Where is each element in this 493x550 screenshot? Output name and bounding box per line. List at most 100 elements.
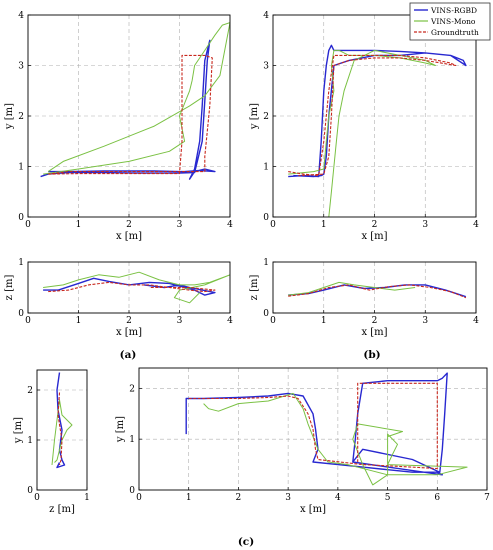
y-tick-label: 0 <box>18 309 24 319</box>
plot-c_xy: 0 1 2 3 4 5 6 7 0 1 2 x [m] y [m] <box>115 367 490 515</box>
x-tick-label: 3 <box>177 316 183 326</box>
x-tick-label: 0 <box>136 493 142 503</box>
legend-label-groundtruth: Groundtruth <box>431 28 479 37</box>
series-group <box>43 271 230 304</box>
y-tick-label: 1 <box>129 435 135 445</box>
x-tick-label: 0 <box>270 220 276 230</box>
y-tick-label: 0 <box>18 213 24 223</box>
x-tick-label: 2 <box>372 220 378 230</box>
y-axis-label: y [m] <box>13 417 24 444</box>
x-tick-label: 0 <box>34 493 40 503</box>
x-axis-label: x [m] <box>300 504 326 515</box>
x-axis-label: x [m] <box>361 231 387 242</box>
plot-a_xy: 0 1 2 3 4 0 1 2 3 4 x [m] y [m] <box>4 11 233 242</box>
x-tick-label: 2 <box>126 220 132 230</box>
y-tick-label: 0 <box>263 213 269 223</box>
x-axis-label: x [m] <box>116 327 142 338</box>
caption-b: (b) <box>363 349 380 361</box>
plot-panels: 0 1 2 3 4 0 1 2 3 4 x [m] y [m] 0 1 2 3 4 0 1 2 3 4 x [m] y [m]… <box>4 11 490 515</box>
y-tick-label: 4 <box>263 11 269 21</box>
x-tick-label: 3 <box>422 220 428 230</box>
series-line-groundtruth <box>48 54 213 175</box>
y-tick-label: 0 <box>129 486 135 496</box>
plot-frame <box>138 367 488 491</box>
x-tick-label: 0 <box>270 316 276 326</box>
x-tick-label: 4 <box>473 220 479 230</box>
caption-a: (a) <box>120 349 137 361</box>
y-tick-label: 3 <box>18 62 24 72</box>
plot-b_xz: 0 1 2 3 4 0 1 x [m] z [m] <box>249 258 479 338</box>
x-axis-label: x [m] <box>361 327 387 338</box>
x-tick-label: 2 <box>236 493 242 503</box>
plot-b_xy: 0 1 2 3 4 0 1 2 3 4 x [m] y [m] <box>249 11 479 242</box>
y-axis-label: y [m] <box>115 416 126 443</box>
x-tick-label: 6 <box>434 493 440 503</box>
y-tick-label: 0 <box>27 486 33 496</box>
y-tick-label: 1 <box>18 258 24 268</box>
x-tick-label: 4 <box>227 220 233 230</box>
y-axis-label: y [m] <box>4 103 15 130</box>
y-tick-label: 0 <box>263 309 269 319</box>
series-line-vins-mono <box>43 22 230 175</box>
y-axis-label: z [m] <box>249 275 260 301</box>
y-tick-label: 2 <box>263 112 269 122</box>
plot-a_xz: 0 1 2 3 4 0 1 x [m] z [m] <box>4 258 233 338</box>
series-line-vins-rgbd <box>40 39 216 180</box>
x-tick-label: 1 <box>76 220 82 230</box>
x-tick-label: 1 <box>321 316 327 326</box>
series-line-groundtruth <box>57 392 63 466</box>
series-line-vins-rgbd <box>43 277 216 296</box>
y-tick-label: 1 <box>263 258 269 268</box>
x-tick-label: 1 <box>84 493 90 503</box>
series-group <box>40 22 230 180</box>
x-tick-label: 4 <box>227 316 233 326</box>
legend: VINS-RGBD VINS-Mono Groundtruth <box>409 2 491 41</box>
series-line-vins-mono <box>43 271 230 304</box>
y-tick-label: 1 <box>27 436 33 446</box>
series-line-vins-rgbd <box>288 44 467 178</box>
x-tick-label: 4 <box>473 316 479 326</box>
y-tick-label: 4 <box>18 11 24 21</box>
series-line-vins-mono <box>51 399 73 466</box>
x-axis-label: z [m] <box>49 504 75 515</box>
series-line-vins-mono <box>288 49 436 217</box>
y-axis-label: z [m] <box>4 275 15 301</box>
caption-c: (c) <box>238 536 254 548</box>
x-tick-label: 2 <box>372 316 378 326</box>
legend-label-vins-rgbd: VINS-RGBD <box>430 6 477 15</box>
series-line-groundtruth <box>188 382 438 470</box>
x-axis-label: x [m] <box>116 231 142 242</box>
x-tick-label: 3 <box>177 220 183 230</box>
legend-label-vins-mono: VINS-Mono <box>430 17 476 26</box>
x-tick-label: 7 <box>484 493 490 503</box>
series-line-vins-rgbd <box>56 372 66 469</box>
series-line-vins-mono <box>288 281 416 296</box>
x-tick-label: 1 <box>321 220 327 230</box>
series-line-vins-mono <box>203 392 468 486</box>
x-tick-label: 0 <box>25 316 31 326</box>
x-tick-label: 2 <box>126 316 132 326</box>
y-tick-label: 3 <box>263 62 269 72</box>
x-tick-label: 5 <box>385 493 391 503</box>
y-tick-label: 2 <box>27 386 33 396</box>
series-group <box>288 281 467 299</box>
x-tick-label: 3 <box>422 316 428 326</box>
series-line-groundtruth <box>48 281 216 293</box>
series-group <box>185 372 468 486</box>
y-tick-label: 1 <box>18 163 24 173</box>
series-line-groundtruth <box>288 54 457 177</box>
x-tick-label: 1 <box>76 316 82 326</box>
series-line-groundtruth <box>288 284 467 299</box>
series-group <box>51 372 73 469</box>
series-group <box>288 44 467 217</box>
x-tick-label: 4 <box>335 493 341 503</box>
y-tick-label: 2 <box>129 384 135 394</box>
plot-c_zy: 0 1 0 1 2 z [m] y [m] <box>13 369 90 515</box>
x-tick-label: 3 <box>285 493 291 503</box>
y-tick-label: 1 <box>263 163 269 173</box>
y-axis-label: y [m] <box>249 103 260 130</box>
x-tick-label: 0 <box>25 220 31 230</box>
y-tick-label: 2 <box>18 112 24 122</box>
x-tick-label: 1 <box>186 493 192 503</box>
